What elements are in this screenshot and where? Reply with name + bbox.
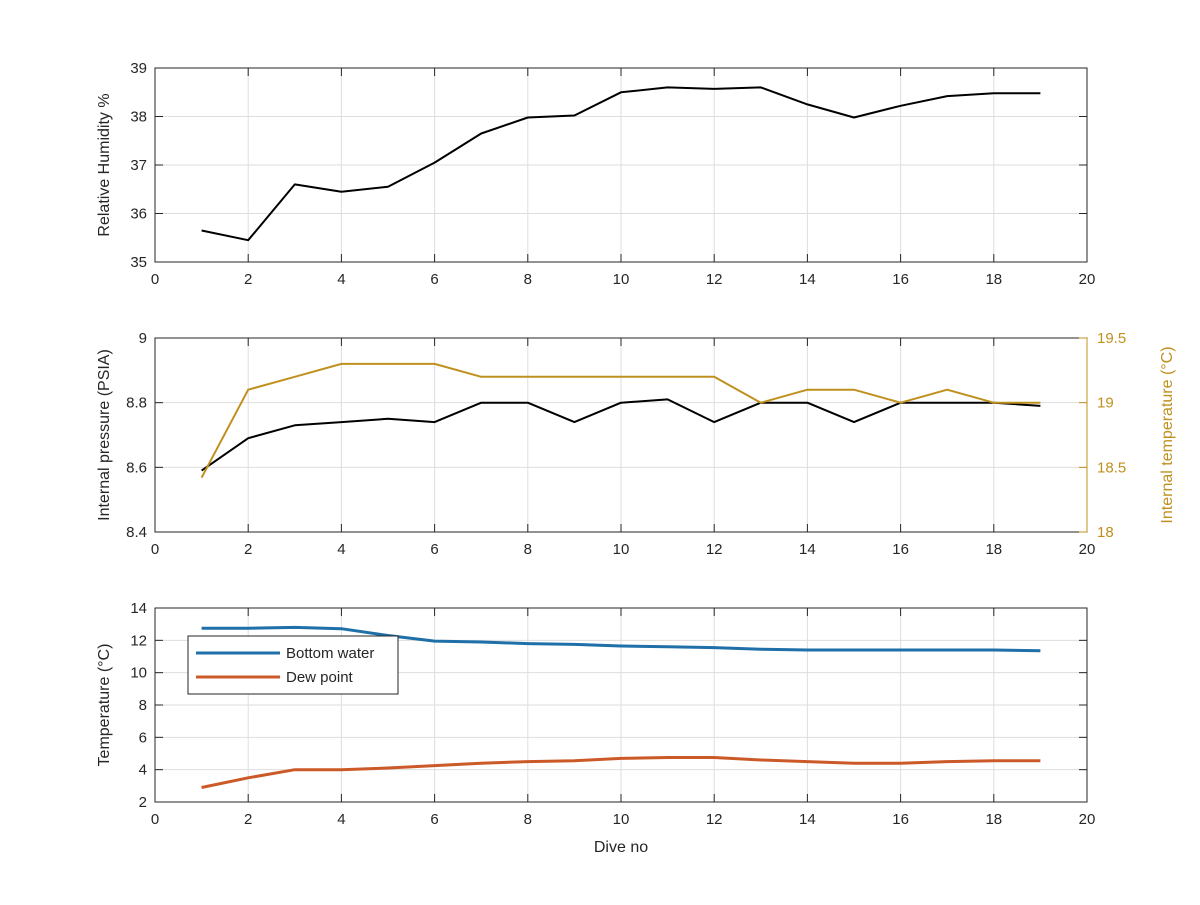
x-tick-label: 16 — [892, 811, 909, 828]
series-line-1 — [201, 86, 1041, 242]
legend-entry: Dew point — [286, 669, 354, 686]
x-tick-label: 14 — [799, 271, 816, 288]
right-y-tick-label: 18.5 — [1097, 459, 1126, 476]
x-tick-label: 4 — [337, 811, 345, 828]
y-tick-label: 36 — [130, 206, 147, 223]
x-tick-label: 6 — [430, 811, 438, 828]
x-tick-label: 20 — [1079, 811, 1096, 828]
x-tick-label: 8 — [524, 541, 532, 558]
x-tick-label: 14 — [799, 811, 816, 828]
y-tick-label: 6 — [139, 729, 147, 746]
x-tick-label: 2 — [244, 811, 252, 828]
x-tick-label: 6 — [430, 271, 438, 288]
x-tick-label: 14 — [799, 541, 816, 558]
y-tick-label: 8.6 — [126, 459, 147, 476]
y-axis-label: Internal pressure (PSIA) — [96, 349, 113, 521]
panel-2: 0 2 4 6 8 10 12 14 16 18 208.48.68.891818.51919.5I… — [96, 330, 1176, 558]
y-tick-label: 4 — [139, 762, 147, 779]
x-tick-label: 2 — [244, 541, 252, 558]
y-tick-label: 35 — [130, 254, 147, 271]
right-y-tick-label: 18 — [1097, 524, 1114, 541]
x-tick-label: 20 — [1079, 271, 1096, 288]
y-tick-label: 38 — [130, 109, 147, 126]
series-line-1 — [201, 625, 1041, 653]
x-tick-label: 16 — [892, 271, 909, 288]
legend: Bottom water Dew point — [187, 635, 399, 695]
x-axis-label: Dive no — [594, 839, 648, 856]
y-tick-label: 10 — [130, 665, 147, 682]
y-tick-label: 8 — [139, 697, 147, 714]
y-tick-label: 37 — [130, 157, 147, 174]
x-tick-label: 6 — [430, 541, 438, 558]
panel-1: 0 2 4 6 8 10 12 14 16 18 20 35 36 37 38 39 Relative Humi… — [96, 60, 1095, 288]
legend-entry: Bottom water — [286, 645, 374, 662]
right-y-tick-label: 19.5 — [1097, 330, 1126, 347]
x-tick-label: 12 — [706, 541, 723, 558]
x-tick-label: 2 — [244, 271, 252, 288]
x-tick-label: 10 — [613, 541, 630, 558]
x-tick-label: 0 — [151, 541, 159, 558]
right-y-axis-label: Internal temperature (°C) — [1159, 346, 1176, 523]
x-tick-label: 12 — [706, 811, 723, 828]
y-tick-label: 9 — [139, 330, 147, 347]
x-tick-label: 8 — [524, 811, 532, 828]
y-axis-label: Temperature (°C) — [96, 644, 113, 767]
x-tick-label: 4 — [337, 541, 345, 558]
legend-box — [187, 635, 399, 695]
series-line-2 — [201, 756, 1041, 789]
x-tick-label: 18 — [985, 271, 1002, 288]
x-tick-label: 0 — [151, 811, 159, 828]
x-tick-label: 18 — [985, 541, 1002, 558]
x-tick-label: 0 — [151, 271, 159, 288]
y-tick-label: 2 — [139, 794, 147, 811]
y-tick-label: 14 — [130, 600, 147, 617]
y-axis-label: Relative Humidity % — [96, 93, 113, 236]
x-tick-label: 10 — [613, 271, 630, 288]
y-tick-label: 12 — [130, 632, 147, 649]
x-tick-label: 16 — [892, 541, 909, 558]
x-tick-label: 20 — [1079, 541, 1096, 558]
x-tick-label: 12 — [706, 271, 723, 288]
y-tick-label: 39 — [130, 60, 147, 77]
x-tick-label: 8 — [524, 271, 532, 288]
x-tick-label: 10 — [613, 811, 630, 828]
x-tick-label: 4 — [337, 271, 345, 288]
x-tick-label: 18 — [985, 811, 1002, 828]
y-tick-label: 8.4 — [126, 524, 147, 541]
right-y-tick-label: 19 — [1097, 395, 1114, 412]
series-line-2 — [200, 362, 1041, 479]
y-tick-label: 8.8 — [126, 395, 147, 412]
